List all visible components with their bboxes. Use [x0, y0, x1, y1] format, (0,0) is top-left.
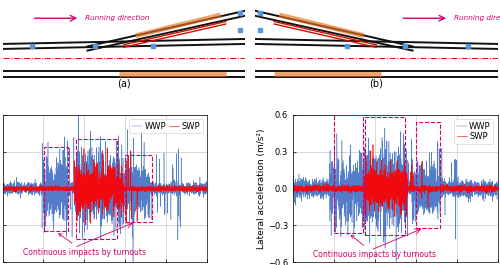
- Text: (a): (a): [117, 79, 130, 89]
- WWP: [368, 214, 374, 217]
- SWP: [87, 204, 93, 207]
- SWP: [368, 190, 374, 193]
- SWP: [370, 143, 376, 146]
- WWP: [494, 179, 500, 182]
- WWP: [378, 183, 384, 186]
- Line: WWP: WWP: [2, 115, 207, 262]
- SWP: [83, 223, 89, 227]
- WWP: [393, 260, 399, 263]
- WWP: [490, 191, 496, 194]
- Legend: WWP, SWP: WWP, SWP: [130, 119, 203, 133]
- SWP: [204, 186, 210, 189]
- SWP: [378, 187, 384, 190]
- WWP: [326, 192, 332, 195]
- SWP: [35, 187, 41, 191]
- WWP: [382, 126, 388, 130]
- SWP: [392, 215, 398, 218]
- WWP: [76, 113, 82, 117]
- WWP: [204, 188, 210, 191]
- Text: Running direction: Running direction: [454, 15, 500, 21]
- SWP: [0, 188, 6, 192]
- SWP: [200, 187, 206, 191]
- SWP: [23, 189, 29, 192]
- SWP: [326, 189, 332, 193]
- WWP: [87, 200, 93, 203]
- SWP: [104, 146, 110, 149]
- WWP: [23, 186, 29, 189]
- SWP: [178, 186, 184, 189]
- WWP: [0, 186, 6, 189]
- WWP: [178, 183, 184, 186]
- Text: Running direction: Running direction: [85, 15, 150, 21]
- SWP: [290, 189, 296, 192]
- Line: SWP: SWP: [293, 145, 498, 217]
- WWP: [314, 179, 320, 182]
- SWP: [494, 186, 500, 189]
- SWP: [78, 182, 84, 185]
- Line: SWP: SWP: [2, 148, 207, 225]
- SWP: [468, 187, 474, 191]
- WWP: [130, 261, 136, 264]
- Line: WWP: WWP: [293, 128, 498, 262]
- WWP: [290, 188, 296, 191]
- Y-axis label: Lateral acceleration (m/s²): Lateral acceleration (m/s²): [258, 128, 266, 249]
- WWP: [35, 192, 41, 195]
- SWP: [490, 187, 496, 190]
- SWP: [314, 186, 320, 189]
- WWP: [200, 185, 206, 188]
- WWP: [78, 171, 84, 175]
- Legend: WWP, SWP: WWP, SWP: [454, 119, 494, 144]
- Text: (b): (b): [369, 79, 383, 89]
- WWP: [468, 187, 474, 190]
- Text: Continuous impacts by turnouts: Continuous impacts by turnouts: [23, 233, 146, 257]
- Text: Continuous impacts by turnouts: Continuous impacts by turnouts: [314, 235, 436, 259]
